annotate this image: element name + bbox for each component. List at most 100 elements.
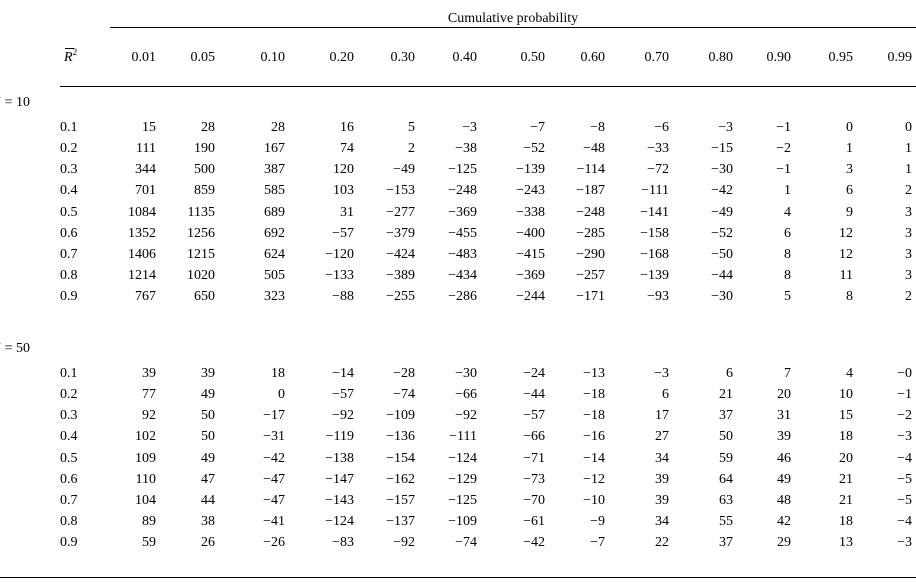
table-cell: 624 <box>264 247 285 262</box>
table-cell: −171 <box>576 289 605 304</box>
table-cell: 59 <box>142 535 156 550</box>
table-cell: −243 <box>516 183 545 198</box>
table-cell: 49 <box>201 451 215 466</box>
r-squared-value: 0.8 <box>60 268 78 283</box>
table-cell: −42 <box>711 183 733 198</box>
table-cell: −7 <box>590 535 605 550</box>
table-cell: 9 <box>846 205 853 220</box>
table-cell: −3 <box>897 535 912 550</box>
table-cell: −52 <box>711 226 733 241</box>
column-header: 0.90 <box>766 50 792 65</box>
table-cell: −400 <box>516 226 545 241</box>
table-cell: −4 <box>897 514 912 529</box>
table-cell: 37 <box>719 535 733 550</box>
table-cell: 55 <box>719 514 733 529</box>
table-cell: 3 <box>905 247 912 262</box>
table-cell: −147 <box>325 472 354 487</box>
table-cell: −57 <box>332 226 354 241</box>
table-cell: −455 <box>448 226 477 241</box>
table-cell: −255 <box>386 289 415 304</box>
r-squared-value: 0.2 <box>60 387 78 402</box>
r-squared-value: 0.1 <box>60 120 78 135</box>
table-cell: −143 <box>325 493 354 508</box>
table-cell: −139 <box>640 268 669 283</box>
table-cell: −129 <box>448 472 477 487</box>
table-cell: −244 <box>516 289 545 304</box>
table-cell: 6 <box>846 183 853 198</box>
table-cell: −158 <box>640 226 669 241</box>
table-cell: −0 <box>897 366 912 381</box>
table-cell: −92 <box>455 408 477 423</box>
table-cell: −120 <box>325 247 354 262</box>
table-cell: 110 <box>135 472 156 487</box>
table-cell: −49 <box>711 205 733 220</box>
table-cell: 692 <box>264 226 285 241</box>
table-cell: 0 <box>278 387 285 402</box>
table-cell: 859 <box>194 183 215 198</box>
table-cell: −92 <box>393 535 415 550</box>
table-cell: −157 <box>386 493 415 508</box>
table-cell: −119 <box>325 429 354 444</box>
table-cell: −3 <box>897 429 912 444</box>
r-squared-value: 0.4 <box>60 429 78 444</box>
table-cell: 74 <box>340 141 354 156</box>
table-cell: −10 <box>583 493 605 508</box>
group-label: N = 50 <box>0 341 31 356</box>
table-cell: −338 <box>516 205 545 220</box>
r-squared-value: 0.4 <box>60 183 78 198</box>
table-cell: −33 <box>647 141 669 156</box>
table-cell: −44 <box>711 268 733 283</box>
table-cell: 1352 <box>128 226 156 241</box>
table-cell: 8 <box>784 268 791 283</box>
table-cell: 21 <box>839 472 853 487</box>
table-cell: 1214 <box>128 268 156 283</box>
column-header: 0.60 <box>580 50 606 65</box>
table-cell: −30 <box>711 289 733 304</box>
table-cell: −154 <box>386 451 415 466</box>
table-cell: −3 <box>654 366 669 381</box>
table-cell: −4 <box>897 451 912 466</box>
table-cell: −26 <box>263 535 285 550</box>
table-cell: 102 <box>135 429 156 444</box>
table-cell: −1 <box>776 162 791 177</box>
table-cell: −30 <box>455 366 477 381</box>
r-squared-header: R2 <box>64 47 77 66</box>
column-header: 0.50 <box>520 50 546 65</box>
r-squared-value: 0.5 <box>60 451 78 466</box>
table-cell: −286 <box>448 289 477 304</box>
table-cell: −124 <box>448 451 477 466</box>
table-cell: 39 <box>142 366 156 381</box>
table-cell: 109 <box>135 451 156 466</box>
table-cell: 20 <box>839 451 853 466</box>
column-header: 0.01 <box>131 50 157 65</box>
table-cell: 387 <box>264 162 285 177</box>
table-cell: −57 <box>523 408 545 423</box>
table-cell: 3 <box>846 162 853 177</box>
table-cell: −66 <box>523 429 545 444</box>
r-squared-value: 0.9 <box>60 289 78 304</box>
table-cell: 103 <box>333 183 354 198</box>
table-cell: −153 <box>386 183 415 198</box>
table-cell: 2 <box>408 141 415 156</box>
table-cell: 767 <box>135 289 156 304</box>
table-cell: 21 <box>719 387 733 402</box>
table-cell: 59 <box>719 451 733 466</box>
table-cell: 701 <box>135 183 156 198</box>
table-cell: 1020 <box>187 268 215 283</box>
table-cell: 500 <box>194 162 215 177</box>
table-cell: 2 <box>905 289 912 304</box>
table-cell: 22 <box>655 535 669 550</box>
column-header: 0.30 <box>390 50 416 65</box>
table-cell: −139 <box>516 162 545 177</box>
table-cell: −3 <box>718 120 733 135</box>
table-cell: 17 <box>655 408 669 423</box>
table-cell: 1256 <box>187 226 215 241</box>
table-cell: 16 <box>340 120 354 135</box>
table-cell: −47 <box>263 472 285 487</box>
table-cell: 47 <box>201 472 215 487</box>
table-cell: −66 <box>455 387 477 402</box>
table-cell: 585 <box>264 183 285 198</box>
r-squared-value: 0.6 <box>60 226 78 241</box>
r-squared-value: 0.1 <box>60 366 78 381</box>
table-cell: 6 <box>784 226 791 241</box>
